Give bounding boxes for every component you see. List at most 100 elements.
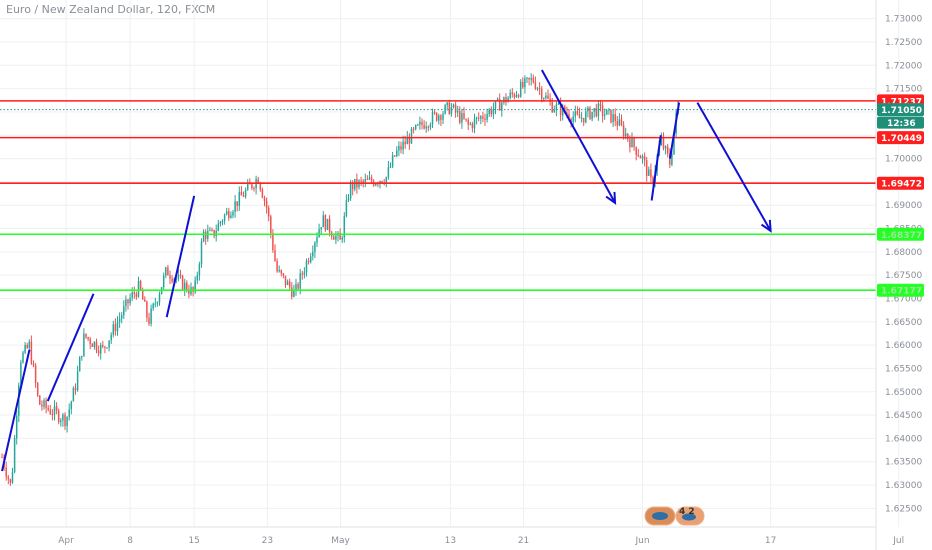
price-tag-label: 1.67177	[881, 287, 922, 297]
candle-body	[589, 107, 591, 120]
candle-body	[400, 145, 402, 150]
candle-body	[326, 218, 329, 230]
candle-body	[505, 97, 507, 103]
axis-badge[interactable]: 4 2	[644, 506, 705, 526]
candle-body	[618, 119, 621, 126]
candle-body	[232, 211, 234, 216]
candle-body	[104, 346, 106, 348]
y-tick-label: 1.63000	[885, 481, 922, 491]
candle-body	[345, 200, 348, 216]
candle-body	[276, 261, 278, 272]
y-tick-label: 1.65000	[885, 388, 922, 398]
candle-body	[39, 395, 41, 405]
candle-body	[425, 126, 427, 129]
candle-body	[593, 108, 595, 112]
candle-body	[603, 114, 606, 117]
candle-body	[435, 112, 438, 121]
trend-drawings[interactable]	[1, 69, 772, 472]
x-tick-label: 8	[127, 536, 133, 546]
y-tick-label: 1.65500	[885, 364, 922, 374]
candle-body	[55, 406, 58, 411]
candle-body	[404, 141, 406, 145]
y-tick-label: 1.72500	[885, 38, 922, 48]
candle-body	[156, 302, 159, 304]
price-tag	[877, 131, 924, 145]
candle-body	[53, 406, 56, 415]
candle-body	[139, 280, 142, 290]
candle-body	[650, 169, 652, 178]
candle-body	[429, 124, 432, 128]
candle-body	[469, 123, 472, 125]
candle-body	[186, 282, 188, 291]
candle-body	[221, 220, 224, 222]
y-tick-label: 1.67000	[885, 294, 922, 304]
candle-body	[137, 280, 140, 297]
candle-body	[580, 117, 583, 119]
candle-body	[188, 290, 190, 295]
candle-body	[87, 337, 89, 339]
candle-body	[219, 221, 222, 224]
arrow-head-icon	[605, 191, 617, 205]
candle-body	[7, 476, 10, 480]
candle-body	[312, 251, 314, 257]
candle-body	[57, 410, 60, 423]
candle-body	[234, 201, 236, 212]
candle-body	[467, 119, 469, 125]
candle-body	[5, 467, 7, 477]
candle-body	[278, 270, 280, 272]
candle-body	[301, 273, 304, 275]
horizontal-levels[interactable]	[0, 100, 876, 292]
candle-body	[45, 400, 47, 408]
candle-body	[272, 233, 274, 251]
candle-body	[83, 333, 85, 356]
candle-body	[62, 414, 64, 421]
candle-body	[30, 341, 33, 364]
trend-arrow	[540, 69, 616, 204]
price-tag-label: 1.71050	[881, 106, 922, 116]
candle-body	[601, 105, 604, 117]
candle-body	[419, 121, 421, 125]
price-tag	[877, 283, 924, 297]
candle-body	[496, 98, 499, 101]
candle-body	[526, 77, 528, 79]
candle-body	[303, 272, 306, 275]
candle-body	[265, 200, 268, 208]
candle-body	[461, 113, 463, 123]
candle-body	[515, 95, 518, 97]
candle-body	[72, 387, 75, 402]
candle-body	[362, 180, 364, 183]
candle-body	[120, 315, 123, 319]
x-tick-label: 17	[765, 536, 776, 546]
y-tick-label: 1.71500	[885, 85, 922, 95]
countdown-tag	[877, 116, 924, 129]
y-tick-label: 1.70000	[885, 155, 922, 165]
y-tick-label: 1.62500	[885, 504, 922, 514]
candle-body	[477, 117, 480, 119]
candle-body	[648, 169, 650, 176]
candle-body	[524, 78, 526, 88]
candle-body	[561, 106, 564, 116]
x-tick-label: 15	[188, 536, 199, 546]
candle-body	[610, 109, 612, 123]
candle-body	[22, 352, 24, 363]
candle-body	[551, 101, 553, 113]
candle-body	[192, 287, 194, 292]
candle-body	[507, 97, 509, 103]
candle-body	[354, 178, 356, 190]
candle-body	[76, 371, 79, 391]
candle-body	[454, 104, 457, 113]
time-axis[interactable]: Apr 8 15 23 May 13 21 Jun 17 Jul	[58, 536, 904, 546]
candle-body	[582, 117, 585, 123]
candle-body	[305, 260, 308, 273]
candle-body	[347, 198, 350, 201]
candles	[1, 73, 679, 486]
candle-body	[627, 133, 629, 140]
candle-body	[513, 94, 516, 97]
candle-body	[181, 275, 184, 290]
eye-icon	[652, 512, 668, 520]
candle-body	[123, 306, 125, 316]
candle-body	[198, 264, 201, 276]
candle-body	[238, 191, 241, 206]
price-axis[interactable]: 1.730001.725001.720001.715001.710001.705…	[885, 15, 922, 515]
